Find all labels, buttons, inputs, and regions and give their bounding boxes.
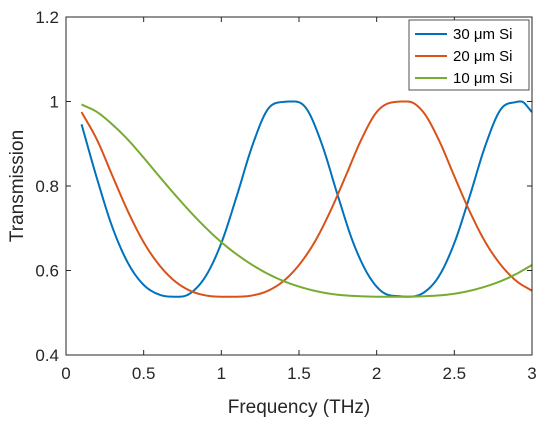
x-tick-label: 0 — [61, 364, 70, 383]
series-layer — [80, 100, 533, 298]
y-tick-label: 0.8 — [35, 177, 59, 196]
x-tick-label: 2.5 — [443, 364, 467, 383]
x-tick-label: 3 — [527, 364, 536, 383]
series-line-20um — [80, 100, 533, 298]
x-tick-label: 2 — [372, 364, 381, 383]
tick-layer: 0 0.5 1 1.5 2 2.5 3 0.4 0.6 0.8 1 1.2 — [35, 8, 536, 383]
legend-label-20um: 20 μm Si — [453, 48, 513, 65]
y-tick-label: 0.6 — [35, 262, 59, 281]
series-line-10um — [81, 103, 533, 298]
x-axis-label: Frequency (THz) — [228, 397, 371, 418]
y-tick-label: 0.4 — [35, 346, 59, 365]
y-tick-label: 1 — [50, 93, 59, 112]
x-tick-label: 1 — [217, 364, 226, 383]
series-line-30um — [80, 100, 533, 298]
legend: 30 μm Si 20 μm Si 10 μm Si — [408, 19, 530, 91]
legend-label-10um: 10 μm Si — [453, 70, 513, 87]
y-axis-label: Transmission — [7, 130, 28, 242]
x-tick-label: 0.5 — [132, 364, 156, 383]
x-tick-label: 1.5 — [287, 364, 311, 383]
legend-label-30um: 30 μm Si — [453, 26, 513, 43]
y-tick-label: 1.2 — [35, 8, 59, 27]
